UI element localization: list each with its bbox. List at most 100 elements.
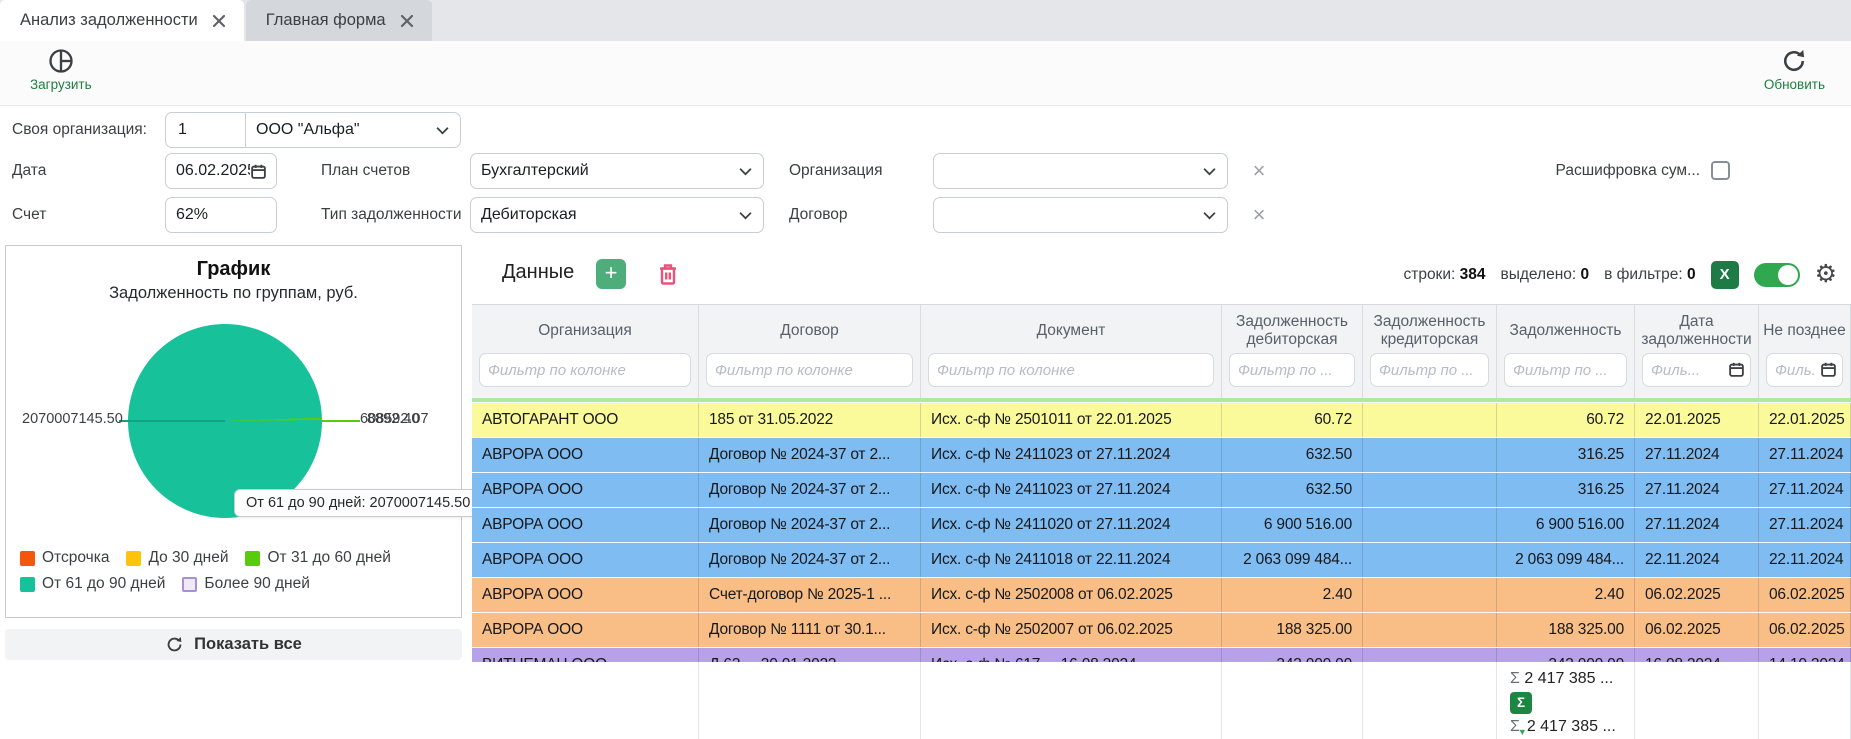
cell-document: Исх. с-ф № 2411023 от 27.11.2024 (921, 438, 1222, 472)
column-header-debt[interactable]: Задолженность (1497, 305, 1635, 398)
table-row[interactable]: АВРОРА ООО Договор № 2024-37 от 2... Исх… (472, 438, 1851, 473)
cell-debt-date: 27.11.2024 (1635, 473, 1759, 507)
table-row[interactable]: АВРОРА ООО Договор № 2024-37 от 2... Исх… (472, 473, 1851, 508)
rows-count-value: 384 (1459, 265, 1486, 283)
legend-item[interactable]: От 31 до 60 дней (245, 549, 391, 567)
date-input[interactable]: 06.02.2025 (165, 153, 277, 189)
clear-organization-icon[interactable]: × (1252, 158, 1266, 183)
column-filter-input[interactable] (1229, 353, 1355, 387)
legend-item[interactable]: До 30 дней (126, 549, 228, 567)
table-row[interactable]: АВТОГАРАНТ ООО 185 от 31.05.2022 Исх. с-… (472, 403, 1851, 438)
tab-main-form[interactable]: Главная форма (245, 0, 432, 41)
column-filter-input[interactable] (928, 353, 1214, 387)
filter-total-value: 2 417 385 ... (1526, 718, 1616, 735)
cell-debt-date: 27.11.2024 (1635, 438, 1759, 472)
sum-button[interactable]: Σ (1510, 692, 1532, 714)
toolbar: Загрузить Обновить (0, 41, 1851, 106)
close-icon[interactable] (400, 14, 414, 28)
column-header-not-later[interactable]: Не позднее (1759, 305, 1851, 398)
account-label: Счет (12, 206, 47, 223)
calendar-icon[interactable] (1728, 361, 1745, 378)
show-all-button[interactable]: Показать все (5, 629, 462, 660)
table-row[interactable]: ВИТНЕМАН ООО Д 63 ... 30.01.2023 Исх. с-… (472, 648, 1851, 662)
filter-triangle-icon: ▼ (1517, 727, 1527, 737)
organization-select[interactable] (933, 153, 1228, 189)
pie-callout-right: 608592.07 (360, 411, 429, 427)
legend-swatch (245, 550, 261, 566)
column-filter-input[interactable] (1766, 353, 1843, 387)
excel-export-button[interactable]: X (1710, 260, 1739, 289)
account-input[interactable]: 62% (165, 197, 277, 233)
column-filter-input[interactable] (479, 353, 691, 387)
own-org-select[interactable]: ООО "Альфа" (246, 121, 460, 139)
column-header-contract[interactable]: Договор (699, 305, 921, 398)
column-filter-input[interactable] (1642, 353, 1751, 387)
column-filter-input[interactable] (1370, 353, 1489, 387)
column-header-debt-receivable[interactable]: Задолженность дебиторская (1222, 305, 1363, 398)
filtered-count-label: в фильтре: (1604, 265, 1683, 283)
legend-label: От 61 до 90 дней (42, 575, 166, 592)
cell-debt-date: 06.02.2025 (1635, 578, 1759, 612)
tab-debt-analysis[interactable]: Анализ задолженности (0, 0, 244, 41)
refresh-button[interactable]: Обновить (1764, 47, 1825, 92)
calendar-icon[interactable] (250, 163, 267, 180)
debt-type-select[interactable]: Дебиторская (470, 197, 764, 233)
cell-document: Исх. с-ф № 617 ... 16.08.2024 (921, 648, 1222, 662)
data-header: Данные + строки: 384 выделено: 0 в фильт… (472, 245, 1851, 304)
cell-debt-receivable: 60.72 (1222, 403, 1363, 437)
contract-select[interactable] (933, 197, 1228, 233)
table-row[interactable]: АВРОРА ООО Договор № 2024-37 от 2... Исх… (472, 543, 1851, 578)
delete-row-button[interactable] (656, 262, 680, 286)
column-header-debt-payable[interactable]: Задолженность кредиторская (1363, 305, 1497, 398)
chevron-down-icon (435, 126, 450, 135)
legend-label: Более 90 дней (204, 575, 310, 592)
cell-debt-payable (1363, 578, 1497, 612)
cell-debt: 2.40 (1497, 578, 1635, 612)
load-button[interactable]: Загрузить (30, 47, 92, 92)
own-org-control: 1 ООО "Альфа" (165, 112, 461, 148)
column-header-document[interactable]: Документ (921, 305, 1222, 398)
chart-of-accounts-select[interactable]: Бухгалтерский (470, 153, 764, 189)
chevron-down-icon (738, 211, 753, 220)
sum-breakdown-checkbox[interactable] (1711, 161, 1730, 180)
table-row[interactable]: АВРОРА ООО Счет-договор № 2025-1 ... Исх… (472, 578, 1851, 613)
column-filter-input[interactable] (1504, 353, 1627, 387)
selected-count-label: выделено: (1500, 265, 1577, 283)
cell-document: Исх. с-ф № 2411018 от 22.11.2024 (921, 543, 1222, 577)
trash-icon (656, 262, 680, 286)
clear-contract-icon[interactable]: × (1252, 202, 1266, 227)
cell-debt-date: 22.01.2025 (1635, 403, 1759, 437)
cell-debt: 60.72 (1497, 403, 1635, 437)
cell-debt: 316.25 (1497, 438, 1635, 472)
toggle-switch[interactable] (1753, 262, 1800, 287)
cell-organization: АВРОРА ООО (472, 473, 699, 507)
add-row-button[interactable]: + (596, 259, 626, 289)
table-row-partial-top[interactable] (472, 398, 1851, 403)
legend-label: До 30 дней (148, 549, 229, 566)
legend-item[interactable]: Отсрочка (20, 549, 109, 567)
own-org-code-input[interactable]: 1 (166, 113, 246, 147)
calendar-icon[interactable] (1820, 361, 1837, 378)
column-header-organization[interactable]: Организация (472, 305, 699, 398)
cell-contract: Д 63 ... 30.01.2023 (699, 648, 921, 662)
sigma-icon: Σ (1510, 670, 1520, 687)
cell-debt: 316.25 (1497, 473, 1635, 507)
gear-icon[interactable]: ⚙ (1814, 260, 1837, 288)
legend-item[interactable]: Более 90 дней (182, 575, 310, 593)
pie-callout-right: 8892.40 (367, 411, 420, 427)
close-icon[interactable] (212, 14, 226, 28)
cell-not-later: 06.02.2025 (1759, 578, 1851, 612)
cell-contract: Договор № 1111 от 30.1... (699, 613, 921, 647)
cell-document: Исх. с-ф № 2411020 от 27.11.2024 (921, 508, 1222, 542)
column-header-debt-date[interactable]: Дата задолженности (1635, 305, 1759, 398)
table-row[interactable]: АВРОРА ООО Договор № 2024-37 от 2... Исх… (472, 508, 1851, 543)
cell-organization: АВРОРА ООО (472, 438, 699, 472)
cell-organization: АВРОРА ООО (472, 508, 699, 542)
legend-swatch (20, 550, 35, 566)
table-row[interactable]: АВРОРА ООО Договор № 1111 от 30.1... Исх… (472, 613, 1851, 648)
column-filter-input[interactable] (706, 353, 913, 387)
legend-item[interactable]: От 61 до 90 дней (20, 575, 165, 593)
cell-contract: Договор № 2024-37 от 2... (699, 543, 921, 577)
toggle-knob (1777, 264, 1798, 285)
debt-column-totals: Σ 2 417 385 ... Σ Σ▼2 417 385 ... (1497, 662, 1635, 739)
